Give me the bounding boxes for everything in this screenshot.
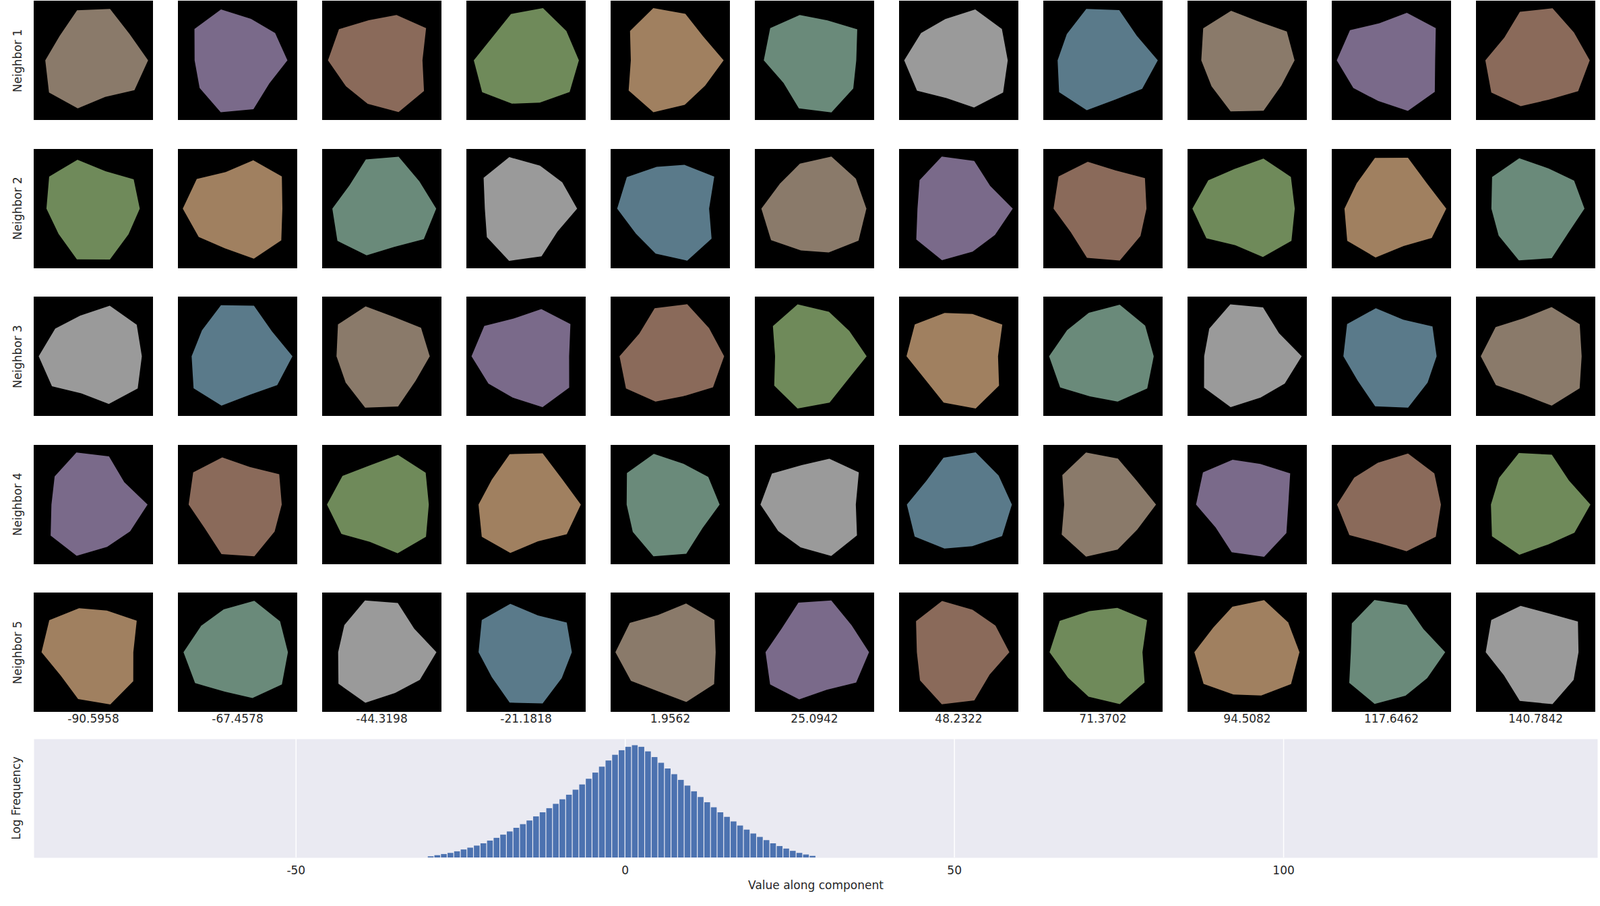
html-text:94.5082: 94.5082 <box>1223 711 1271 726</box>
html-text:Log Frequency: Log Frequency <box>9 756 23 840</box>
html-text:-44.3198: -44.3198 <box>356 711 408 726</box>
svg-text:100: 100 <box>1272 863 1295 877</box>
svg-text:Value along component: Value along component <box>748 878 884 892</box>
html-text:-67.4578: -67.4578 <box>211 711 264 726</box>
html-text:1.9562: 1.9562 <box>650 711 691 726</box>
svg-text:0: 0 <box>621 863 629 877</box>
html-text:-90.5958: -90.5958 <box>67 711 120 726</box>
html-text:-21.1818: -21.1818 <box>500 711 552 726</box>
svg-text:-50: -50 <box>286 863 306 877</box>
html-text:140.7842: 140.7842 <box>1508 711 1563 726</box>
svg-text:50: 50 <box>946 863 962 877</box>
html-text:Neighbor 3: Neighbor 3 <box>10 324 25 388</box>
html-text:Neighbor 2: Neighbor 2 <box>10 176 25 240</box>
html-text:Neighbor 1: Neighbor 1 <box>10 28 25 92</box>
html-text:71.3702: 71.3702 <box>1079 711 1127 726</box>
html-text:Neighbor 4: Neighbor 4 <box>10 472 25 536</box>
html-text:25.0942: 25.0942 <box>790 711 839 726</box>
html-text:48.2322: 48.2322 <box>934 711 983 726</box>
html-text:117.6462: 117.6462 <box>1364 711 1419 726</box>
html-text:Neighbor 5: Neighbor 5 <box>10 620 25 684</box>
